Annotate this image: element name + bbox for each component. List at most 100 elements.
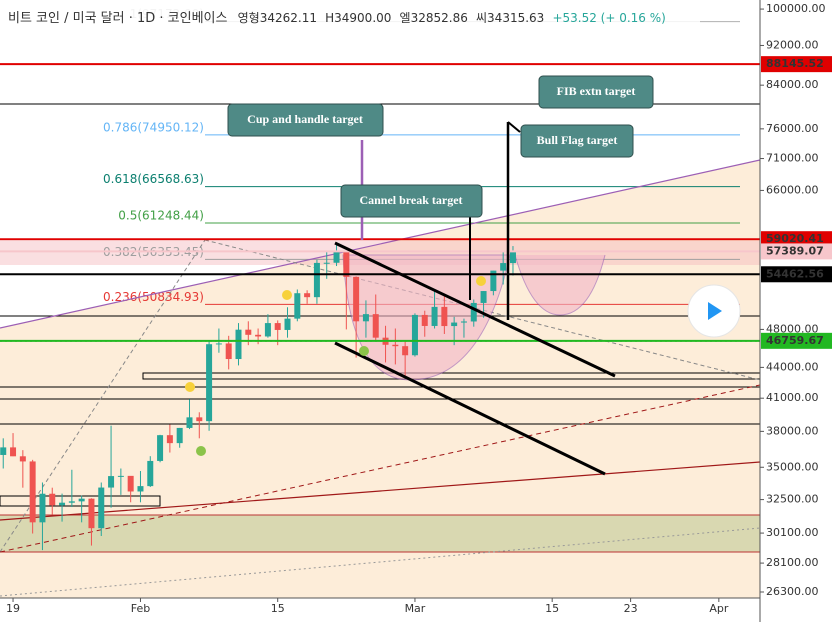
candle-body: [500, 263, 507, 271]
y-tick-label: 76000.00: [766, 122, 819, 135]
ohlc-label: 엘: [400, 11, 411, 25]
marker: [359, 346, 369, 356]
channel-line: [334, 341, 606, 476]
candle-body: [147, 460, 154, 487]
candle-body: [313, 262, 320, 298]
ohlc-label: 씨: [476, 11, 487, 25]
channel-line: [334, 241, 616, 378]
price-tag-label: 88145.52: [766, 57, 824, 70]
price-tag: [761, 332, 832, 349]
marker: [196, 446, 206, 456]
candle-body: [176, 427, 183, 444]
ohlc-label: H: [325, 11, 334, 25]
candle-body: [196, 417, 203, 422]
candle-body: [206, 344, 213, 422]
marker: [476, 276, 486, 286]
y-tick-label: 35000.00: [766, 460, 819, 473]
candle-body: [490, 270, 497, 292]
candle-body: [411, 314, 418, 356]
callout: Bull Flag target: [520, 124, 634, 158]
candle-body: [343, 250, 350, 277]
candle-body: [372, 314, 379, 338]
change: +53.52 (+ 0.16 %): [552, 11, 665, 25]
ohlc-value: 34262.11: [260, 11, 317, 25]
x-tick-label: 15: [271, 602, 285, 615]
plot: 1(97172.00)0.786(74950.12)0.618(66568.63…: [0, 7, 760, 598]
y-tick-label: 48000.00: [766, 322, 819, 335]
x-tick-label: Mar: [405, 602, 426, 615]
y-tick-label: 66000.00: [766, 183, 819, 196]
fib-label: 0.5(61248.44): [118, 209, 204, 223]
candle-body: [255, 334, 262, 337]
candle-body: [460, 321, 467, 323]
price-tag: [761, 243, 832, 260]
candle-body: [68, 501, 75, 503]
header: 비트 코인 / 미국 달러 · 1D · 코인베이스 영형34262.11 H3…: [8, 11, 666, 26]
candle-body: [29, 461, 36, 523]
y-tick-label: 44000.00: [766, 360, 819, 373]
play-button[interactable]: [687, 284, 741, 338]
candle-body: [88, 498, 95, 529]
trend-line: [204, 239, 760, 381]
candle-body: [480, 291, 487, 303]
candle-body: [333, 250, 340, 263]
candle-body: [235, 329, 242, 360]
y-tick-label: 30100.00: [766, 526, 819, 539]
candle-body: [225, 343, 232, 360]
candle-body: [431, 306, 438, 326]
trend-line: [0, 384, 760, 553]
y-tick-label: 100000.00: [766, 2, 826, 15]
callout: Cannel break target: [340, 184, 483, 218]
level-box: [0, 495, 161, 507]
price-tag-label: 54462.56: [766, 267, 824, 280]
candle-body: [157, 435, 164, 461]
price-tag-label: 59020.41: [766, 232, 824, 245]
axes: 100000.00 92000.00 84000.00 76000.00 71000.0…: [6, 2, 832, 615]
candle-body: [441, 306, 448, 327]
candle-body: [215, 343, 222, 345]
x-tick-label: Feb: [131, 602, 150, 615]
price-tag: [761, 231, 832, 248]
candle-body: [274, 323, 281, 330]
price-tag-label: 57389.07: [766, 244, 824, 257]
candle-body: [49, 493, 56, 506]
handle-shape: [514, 254, 606, 316]
fib-label: 0.618(66568.63): [103, 172, 204, 186]
candle-body: [323, 262, 330, 264]
trend-line: [0, 159, 760, 329]
callout-text: Cannel break target: [359, 193, 462, 207]
candle-body: [117, 475, 124, 477]
ohlc-value: 34900.00: [334, 11, 391, 25]
price-lines: [0, 63, 760, 342]
marker: [185, 382, 195, 392]
y-tick-label: 92000.00: [766, 38, 819, 51]
fib-label: 0.236(50834.93): [103, 290, 204, 304]
trend-line: [0, 461, 760, 521]
candle-body: [245, 329, 252, 335]
support-zone: [0, 515, 760, 552]
marker: [282, 290, 292, 300]
candle-body: [166, 435, 173, 444]
candles: [0, 244, 516, 551]
level-box: [142, 372, 760, 380]
candle-body: [284, 318, 291, 330]
ohlc-value: 34315.63: [487, 11, 544, 25]
candle-body: [59, 502, 66, 506]
candle-body: [137, 486, 144, 492]
candle-body: [108, 476, 115, 488]
candle-body: [127, 475, 134, 492]
callout: FIB extn target: [538, 75, 654, 109]
callout: Cup and handle target: [227, 103, 384, 137]
y-tick-label: 38000.00: [766, 424, 819, 437]
candle-body: [392, 344, 399, 347]
candle-body: [0, 447, 7, 455]
candle-body: [353, 276, 360, 322]
callout-text: FIB extn target: [557, 84, 636, 98]
x-tick-label: Apr: [709, 602, 729, 615]
y-tick-label: 28100.00: [766, 556, 819, 569]
y-axis-bg: [760, 0, 832, 622]
candle-body: [421, 314, 428, 326]
candle-body: [362, 314, 369, 322]
x-axis-bg: [0, 598, 760, 622]
